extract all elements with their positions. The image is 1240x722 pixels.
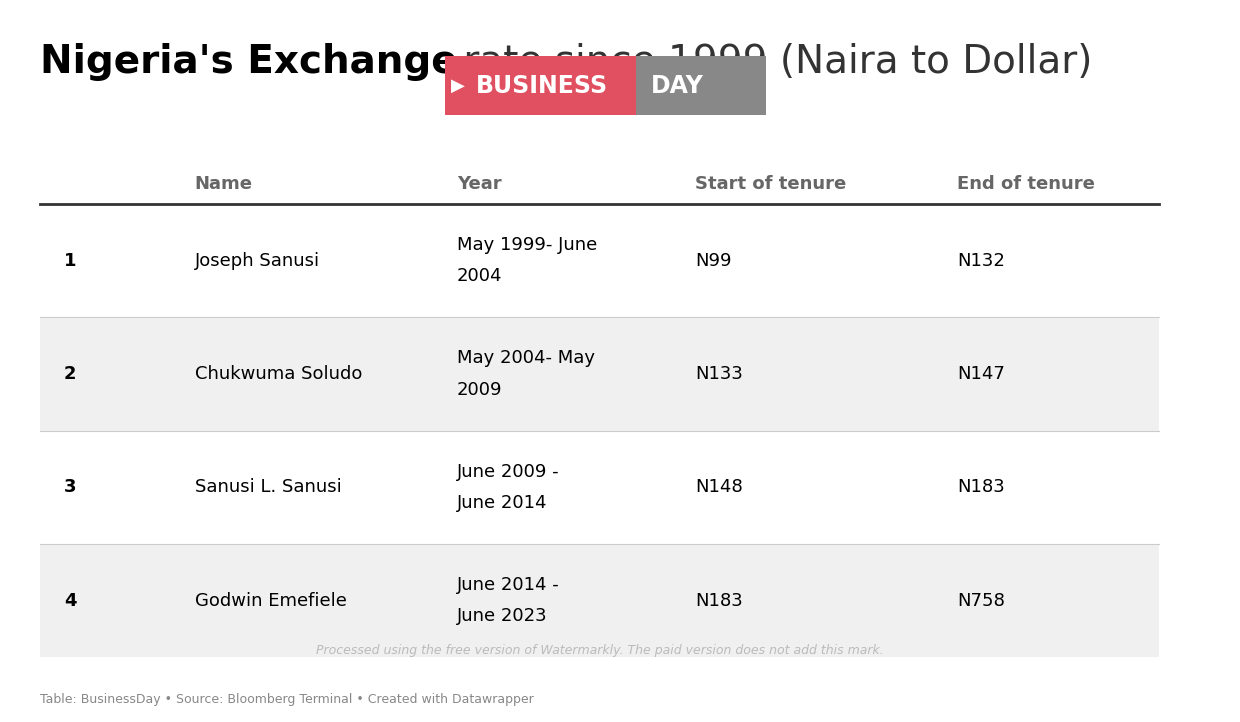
Text: May 1999- June: May 1999- June xyxy=(456,236,596,254)
Text: Start of tenure: Start of tenure xyxy=(694,175,846,193)
Text: N183: N183 xyxy=(957,478,1004,496)
Text: 2: 2 xyxy=(63,365,76,383)
Text: June 2014 -: June 2014 - xyxy=(456,576,559,593)
Text: Chukwuma Soludo: Chukwuma Soludo xyxy=(195,365,362,383)
FancyBboxPatch shape xyxy=(445,56,636,115)
Text: Nigeria's Exchange: Nigeria's Exchange xyxy=(40,43,458,82)
Text: BUSINESS: BUSINESS xyxy=(476,74,608,97)
FancyBboxPatch shape xyxy=(40,544,1159,657)
Text: Joseph Sanusi: Joseph Sanusi xyxy=(195,252,320,269)
Text: June 2014: June 2014 xyxy=(456,494,547,512)
Text: June 2009 -: June 2009 - xyxy=(456,463,559,481)
Text: DAY: DAY xyxy=(651,74,703,97)
Text: rate since 1999 (Naira to Dollar): rate since 1999 (Naira to Dollar) xyxy=(451,43,1092,82)
Text: End of tenure: End of tenure xyxy=(957,175,1095,193)
Text: N148: N148 xyxy=(694,478,743,496)
Text: 2004: 2004 xyxy=(456,267,502,285)
Text: May 2004- May: May 2004- May xyxy=(456,349,595,367)
Text: 2009: 2009 xyxy=(456,380,502,399)
Text: N147: N147 xyxy=(957,365,1004,383)
FancyBboxPatch shape xyxy=(40,204,1159,317)
Text: 4: 4 xyxy=(63,591,76,609)
Text: 1: 1 xyxy=(63,252,76,269)
Text: Godwin Emefiele: Godwin Emefiele xyxy=(195,591,347,609)
FancyBboxPatch shape xyxy=(636,56,766,115)
Text: ▶: ▶ xyxy=(451,77,465,95)
Text: N99: N99 xyxy=(694,252,732,269)
Text: Table: BusinessDay • Source: Bloomberg Terminal • Created with Datawrapper: Table: BusinessDay • Source: Bloomberg T… xyxy=(40,694,533,707)
Text: N133: N133 xyxy=(694,365,743,383)
Text: N183: N183 xyxy=(694,591,743,609)
Text: Processed using the free version of Watermarkly. The paid version does not add t: Processed using the free version of Wate… xyxy=(316,643,883,656)
Text: Sanusi L. Sanusi: Sanusi L. Sanusi xyxy=(195,478,341,496)
Text: N132: N132 xyxy=(957,252,1004,269)
Text: 3: 3 xyxy=(63,478,76,496)
Text: Name: Name xyxy=(195,175,253,193)
Text: N758: N758 xyxy=(957,591,1004,609)
FancyBboxPatch shape xyxy=(40,430,1159,544)
Text: Year: Year xyxy=(456,175,501,193)
Text: June 2023: June 2023 xyxy=(456,607,547,625)
FancyBboxPatch shape xyxy=(40,317,1159,430)
